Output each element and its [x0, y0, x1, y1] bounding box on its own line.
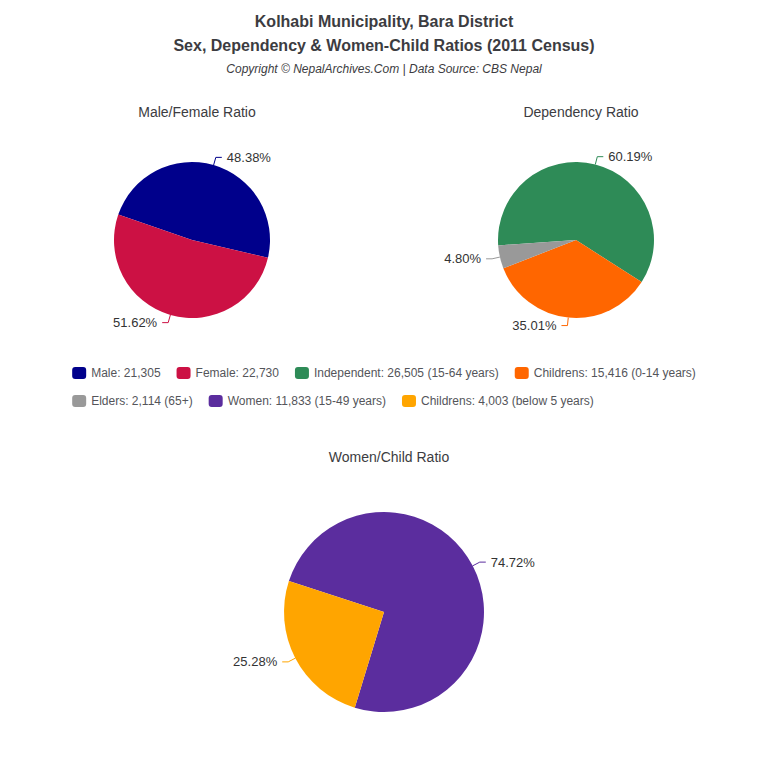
svg-text:74.72%: 74.72%: [491, 555, 536, 570]
svg-text:4.80%: 4.80%: [444, 251, 481, 266]
svg-text:Women: 11,833 (15-49 years): Women: 11,833 (15-49 years): [228, 394, 386, 408]
svg-text:35.01%: 35.01%: [512, 318, 557, 333]
svg-text:Sex, Dependency & Women-Child: Sex, Dependency & Women-Child Ratios (20…: [173, 37, 594, 54]
svg-text:Kolhabi Municipality, Bara Dis: Kolhabi Municipality, Bara District: [255, 13, 514, 30]
svg-text:Dependency Ratio: Dependency Ratio: [523, 104, 638, 120]
svg-text:25.28%: 25.28%: [233, 654, 278, 669]
svg-text:48.38%: 48.38%: [227, 150, 272, 165]
svg-text:Copyright © NepalArchives.Com: Copyright © NepalArchives.Com | Data Sou…: [226, 62, 542, 76]
svg-text:Childrens: 4,003 (below 5 year: Childrens: 4,003 (below 5 years): [421, 394, 594, 408]
svg-text:Male: 21,305: Male: 21,305: [91, 366, 161, 380]
svg-text:Elders: 2,114 (65+): Elders: 2,114 (65+): [91, 394, 193, 408]
svg-text:51.62%: 51.62%: [113, 315, 158, 330]
svg-text:Independent: 26,505 (15-64 yea: Independent: 26,505 (15-64 years): [314, 366, 499, 380]
svg-text:Women/Child Ratio: Women/Child Ratio: [329, 449, 450, 465]
svg-text:60.19%: 60.19%: [608, 149, 653, 164]
svg-text:Childrens: 15,416 (0-14 years): Childrens: 15,416 (0-14 years): [534, 366, 696, 380]
svg-text:Male/Female Ratio: Male/Female Ratio: [138, 104, 256, 120]
svg-text:Female: 22,730: Female: 22,730: [196, 366, 280, 380]
